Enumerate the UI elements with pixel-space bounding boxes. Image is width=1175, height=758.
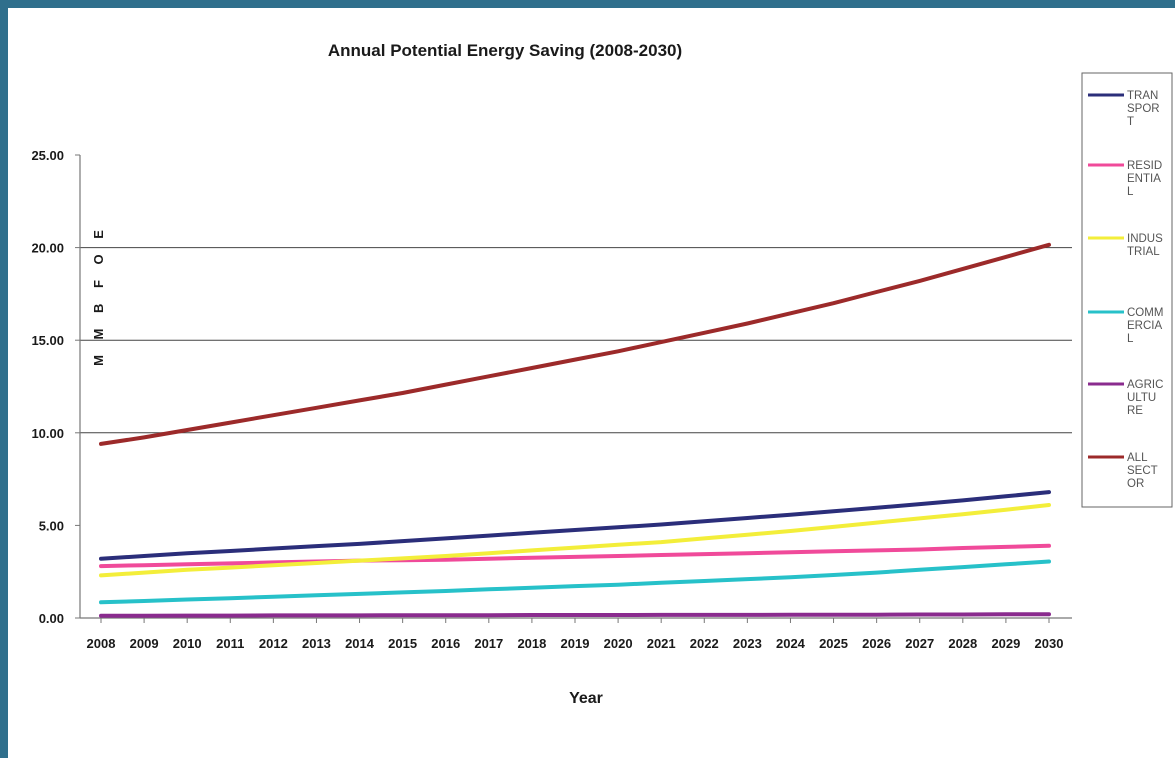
series-line-agriculture: [99, 612, 1051, 618]
x-axis-ticks: 2008 2009 2010 2011 2012 2013 2014 2015 2016 2017…: [87, 618, 1064, 651]
y-axis-ticks: 0.00 5.00 10.00 15.00 20.00 25.00: [31, 148, 80, 626]
y-tick-label: 0.00: [39, 611, 64, 626]
axes: [79, 155, 1072, 619]
legend-box: [1081, 72, 1173, 508]
x-tick-label: 2028: [948, 636, 977, 651]
x-tick-label: 2014: [345, 636, 375, 651]
y-tick-label: 10.00: [31, 426, 64, 441]
legend-label: ENTIA: [1127, 173, 1161, 185]
x-tick-label: 2011: [216, 636, 244, 651]
legend-label: SPOR: [1127, 103, 1160, 115]
x-tick-label: 2024: [776, 636, 806, 651]
legend-label: AGRIC: [1127, 379, 1163, 391]
legend-label: TRIAL: [1127, 246, 1160, 258]
series-line-commercial: [99, 559, 1051, 605]
y-tick-label: 5.00: [39, 518, 64, 533]
legend-label: L: [1127, 333, 1134, 345]
x-tick-label: 2017: [474, 636, 503, 651]
legend-label: ULTU: [1127, 392, 1156, 404]
series-line-all-sector: [99, 242, 1051, 446]
series-line-industrial: [99, 503, 1051, 578]
legend-label: TRAN: [1127, 90, 1158, 102]
legend-label: RESID: [1127, 160, 1162, 172]
grid-lines: [80, 247, 1072, 434]
x-tick-label: 2018: [517, 636, 546, 651]
legend-label: T: [1127, 116, 1134, 128]
legend-label: RE: [1127, 405, 1143, 417]
x-tick-label: 2016: [431, 636, 460, 651]
x-tick-label: 2019: [561, 636, 590, 651]
x-tick-label: 2027: [905, 636, 934, 651]
y-tick-label: 15.00: [31, 333, 64, 348]
series-line-residential: [99, 543, 1051, 569]
legend: TRANSPORTRESIDENTIALINDUSTRIALCOMMERCIAL…: [1081, 72, 1173, 508]
x-tick-label: 2010: [173, 636, 202, 651]
x-tick-label: 2021: [647, 636, 676, 651]
x-axis-label: Year: [569, 690, 603, 707]
y-tick-label: 20.00: [31, 241, 64, 256]
legend-label: COMM: [1127, 307, 1163, 319]
x-tick-label: 2015: [388, 636, 417, 651]
x-tick-label: 2012: [259, 636, 288, 651]
legend-label: L: [1127, 186, 1134, 198]
x-tick-label: 2020: [604, 636, 633, 651]
series-lines: [99, 242, 1051, 618]
x-tick-label: 2030: [1035, 636, 1064, 651]
x-tick-label: 2026: [862, 636, 891, 651]
series-line-transport: [99, 490, 1051, 561]
chart-title: Annual Potential Energy Saving (2008-203…: [328, 41, 682, 60]
legend-label: SECT: [1127, 465, 1158, 477]
x-tick-label: 2013: [302, 636, 331, 651]
y-axis-label: M M B F O E: [91, 224, 106, 366]
legend-label: INDUS: [1127, 233, 1163, 245]
y-tick-label: 25.00: [31, 148, 64, 163]
legend-label: ALL: [1127, 452, 1148, 464]
legend-label: OR: [1127, 478, 1144, 490]
x-tick-label: 2029: [991, 636, 1020, 651]
x-tick-label: 2023: [733, 636, 762, 651]
x-tick-label: 2022: [690, 636, 719, 651]
legend-label: ERCIA: [1127, 320, 1162, 332]
x-tick-label: 2025: [819, 636, 848, 651]
x-tick-label: 2009: [130, 636, 159, 651]
x-tick-label: 2008: [87, 636, 116, 651]
chart-frame: [8, 8, 1175, 758]
